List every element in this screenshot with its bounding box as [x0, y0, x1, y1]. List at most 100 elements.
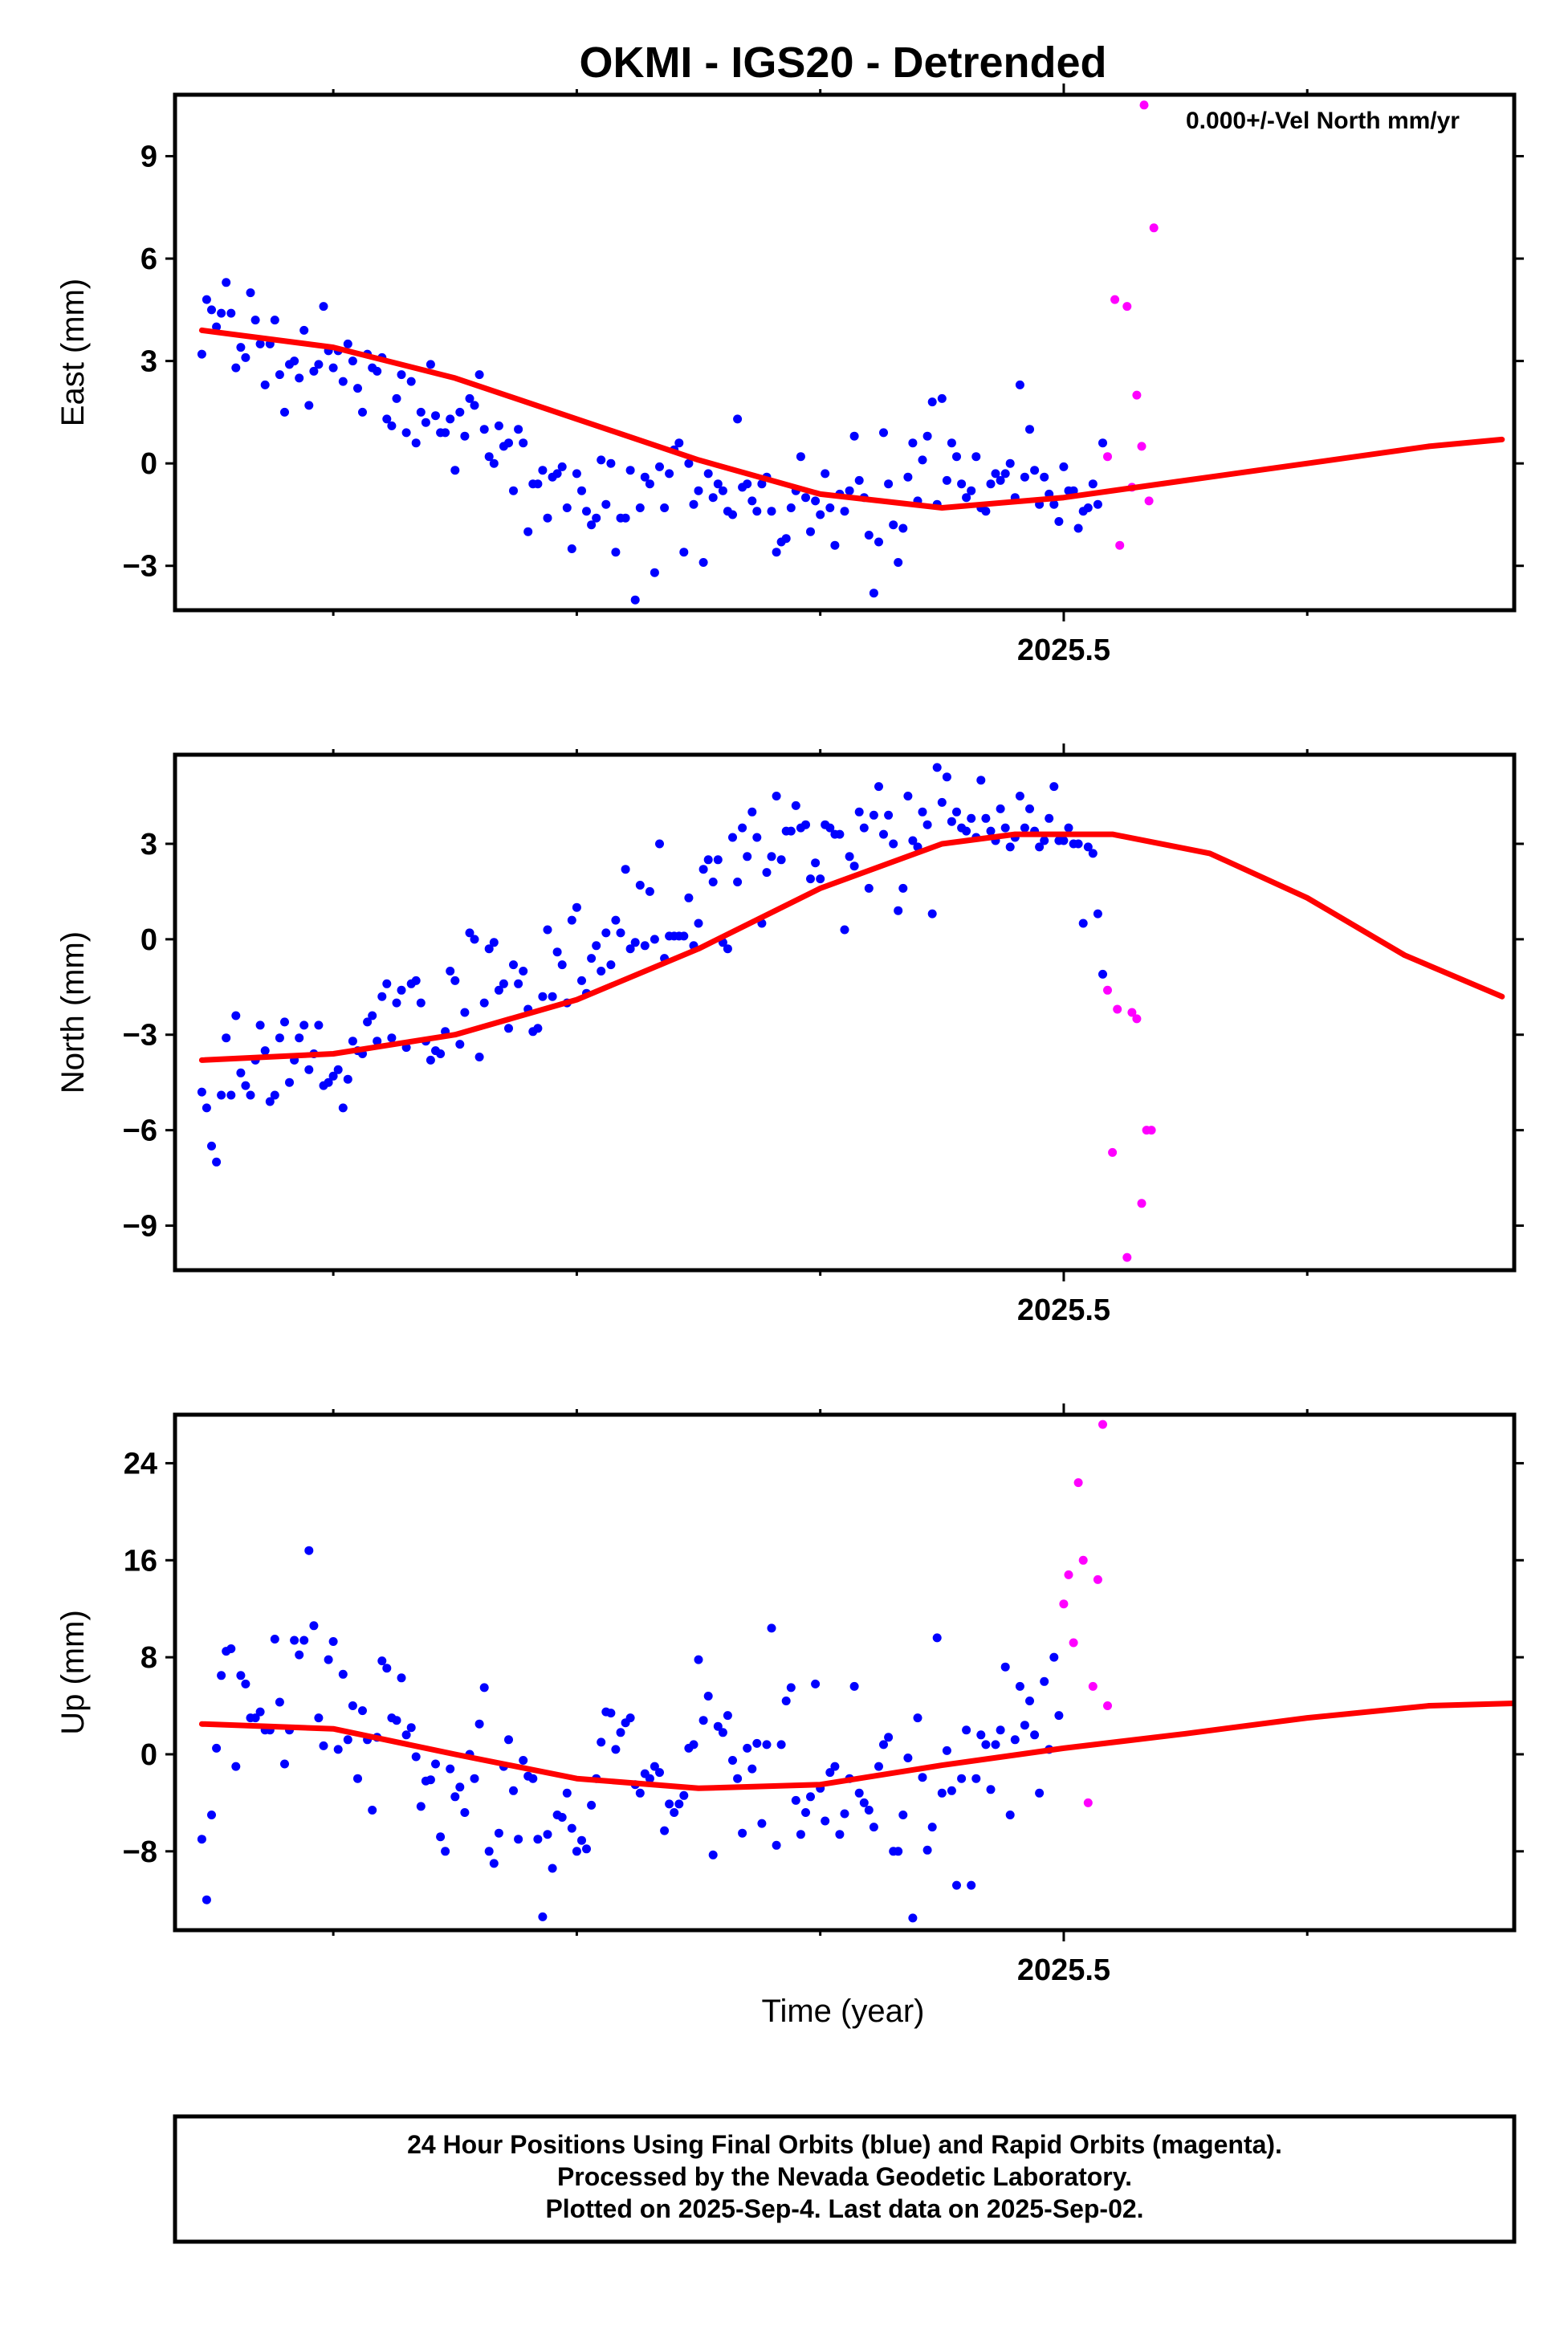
- final-point: [387, 1033, 397, 1043]
- final-point: [991, 469, 1000, 479]
- final-point: [319, 302, 328, 312]
- final-point: [1049, 1652, 1059, 1662]
- y-tick-label: 24: [124, 1447, 157, 1481]
- final-point: [689, 499, 698, 509]
- final-point: [202, 1103, 211, 1113]
- final-point: [674, 1799, 684, 1809]
- final-point: [255, 1020, 265, 1030]
- final-point: [1059, 836, 1069, 845]
- final-point: [723, 1711, 732, 1721]
- final-point: [1005, 1811, 1015, 1819]
- final-point: [416, 1802, 426, 1811]
- final-point: [479, 998, 489, 1008]
- final-point: [811, 1679, 821, 1688]
- final-point: [991, 1740, 1000, 1750]
- final-point: [523, 527, 533, 536]
- final-point: [976, 776, 986, 785]
- final-point: [845, 852, 854, 862]
- panel-north: −9 −6 −3 0 3 2025.5 North (mm): [55, 743, 1524, 1327]
- final-point: [645, 886, 654, 896]
- final-point: [981, 507, 991, 516]
- final-point: [519, 1756, 528, 1765]
- chart-title: OKMI - IGS20 - Detrended: [579, 39, 1106, 87]
- rapid-point: [1064, 1570, 1073, 1579]
- final-point: [752, 507, 762, 516]
- final-point: [494, 985, 503, 995]
- final-point: [377, 992, 387, 1001]
- final-point: [231, 363, 241, 373]
- final-point: [587, 520, 597, 530]
- final-point: [255, 339, 265, 348]
- final-point: [743, 479, 752, 489]
- final-point: [358, 1706, 367, 1716]
- final-point: [299, 325, 309, 335]
- final-point: [967, 1880, 976, 1890]
- final-point: [421, 418, 430, 427]
- panels: −3 0 3 6 9 2025.5 East (mm) 0.000+/-Vel North m…: [55, 84, 1524, 1987]
- final-point: [859, 1798, 869, 1807]
- final-point: [806, 874, 815, 884]
- final-point: [304, 1546, 314, 1555]
- final-point: [455, 1782, 465, 1792]
- final-point: [567, 915, 576, 925]
- final-point: [509, 486, 518, 495]
- final-point: [743, 1743, 752, 1753]
- final-point: [840, 925, 849, 935]
- final-point: [937, 1788, 947, 1798]
- final-point: [645, 1774, 654, 1783]
- final-point: [358, 407, 367, 417]
- final-point: [295, 1650, 304, 1660]
- final-point: [952, 452, 961, 462]
- final-point: [621, 513, 630, 523]
- final-point: [660, 1826, 670, 1835]
- final-point: [947, 438, 956, 448]
- rapid-point: [1146, 1126, 1156, 1135]
- final-point: [606, 458, 616, 468]
- final-point: [572, 469, 581, 479]
- final-point: [772, 1840, 781, 1850]
- final-point: [484, 1847, 494, 1856]
- final-point: [533, 1835, 543, 1844]
- final-point: [314, 1020, 324, 1030]
- final-point: [635, 881, 645, 890]
- final-point: [879, 829, 888, 839]
- final-point: [918, 1773, 927, 1782]
- final-point: [1054, 1711, 1064, 1721]
- final-point: [1005, 842, 1015, 852]
- footer-line-2: Processed by the Nevada Geodetic Laborat…: [557, 2162, 1132, 2191]
- final-point: [845, 486, 854, 495]
- final-point: [226, 1644, 236, 1653]
- final-point: [212, 1743, 222, 1753]
- final-point: [460, 1008, 470, 1017]
- final-point: [597, 455, 606, 465]
- final-point: [1093, 909, 1102, 919]
- final-point: [582, 507, 591, 516]
- final-point: [601, 499, 611, 509]
- final-point: [625, 466, 635, 475]
- final-point: [1093, 499, 1102, 509]
- final-point: [786, 1683, 796, 1693]
- final-point: [309, 1621, 319, 1631]
- final-point: [260, 380, 270, 389]
- final-point: [401, 1730, 411, 1740]
- final-point: [441, 1847, 450, 1856]
- final-point: [698, 1716, 708, 1725]
- rapid-point: [1115, 540, 1125, 550]
- final-point: [343, 1074, 352, 1084]
- final-point: [246, 1090, 255, 1100]
- final-point: [825, 503, 835, 512]
- final-point: [465, 928, 474, 938]
- final-point: [338, 377, 348, 386]
- final-point: [319, 1741, 328, 1750]
- final-point: [241, 352, 250, 362]
- final-point: [348, 356, 357, 366]
- final-point: [786, 503, 796, 512]
- final-point: [879, 1740, 888, 1750]
- final-point: [373, 1037, 382, 1046]
- final-point: [786, 826, 796, 836]
- final-point: [207, 1811, 216, 1819]
- final-point: [557, 462, 567, 471]
- final-point: [889, 839, 898, 849]
- final-point: [324, 1077, 333, 1087]
- final-point: [708, 1850, 718, 1860]
